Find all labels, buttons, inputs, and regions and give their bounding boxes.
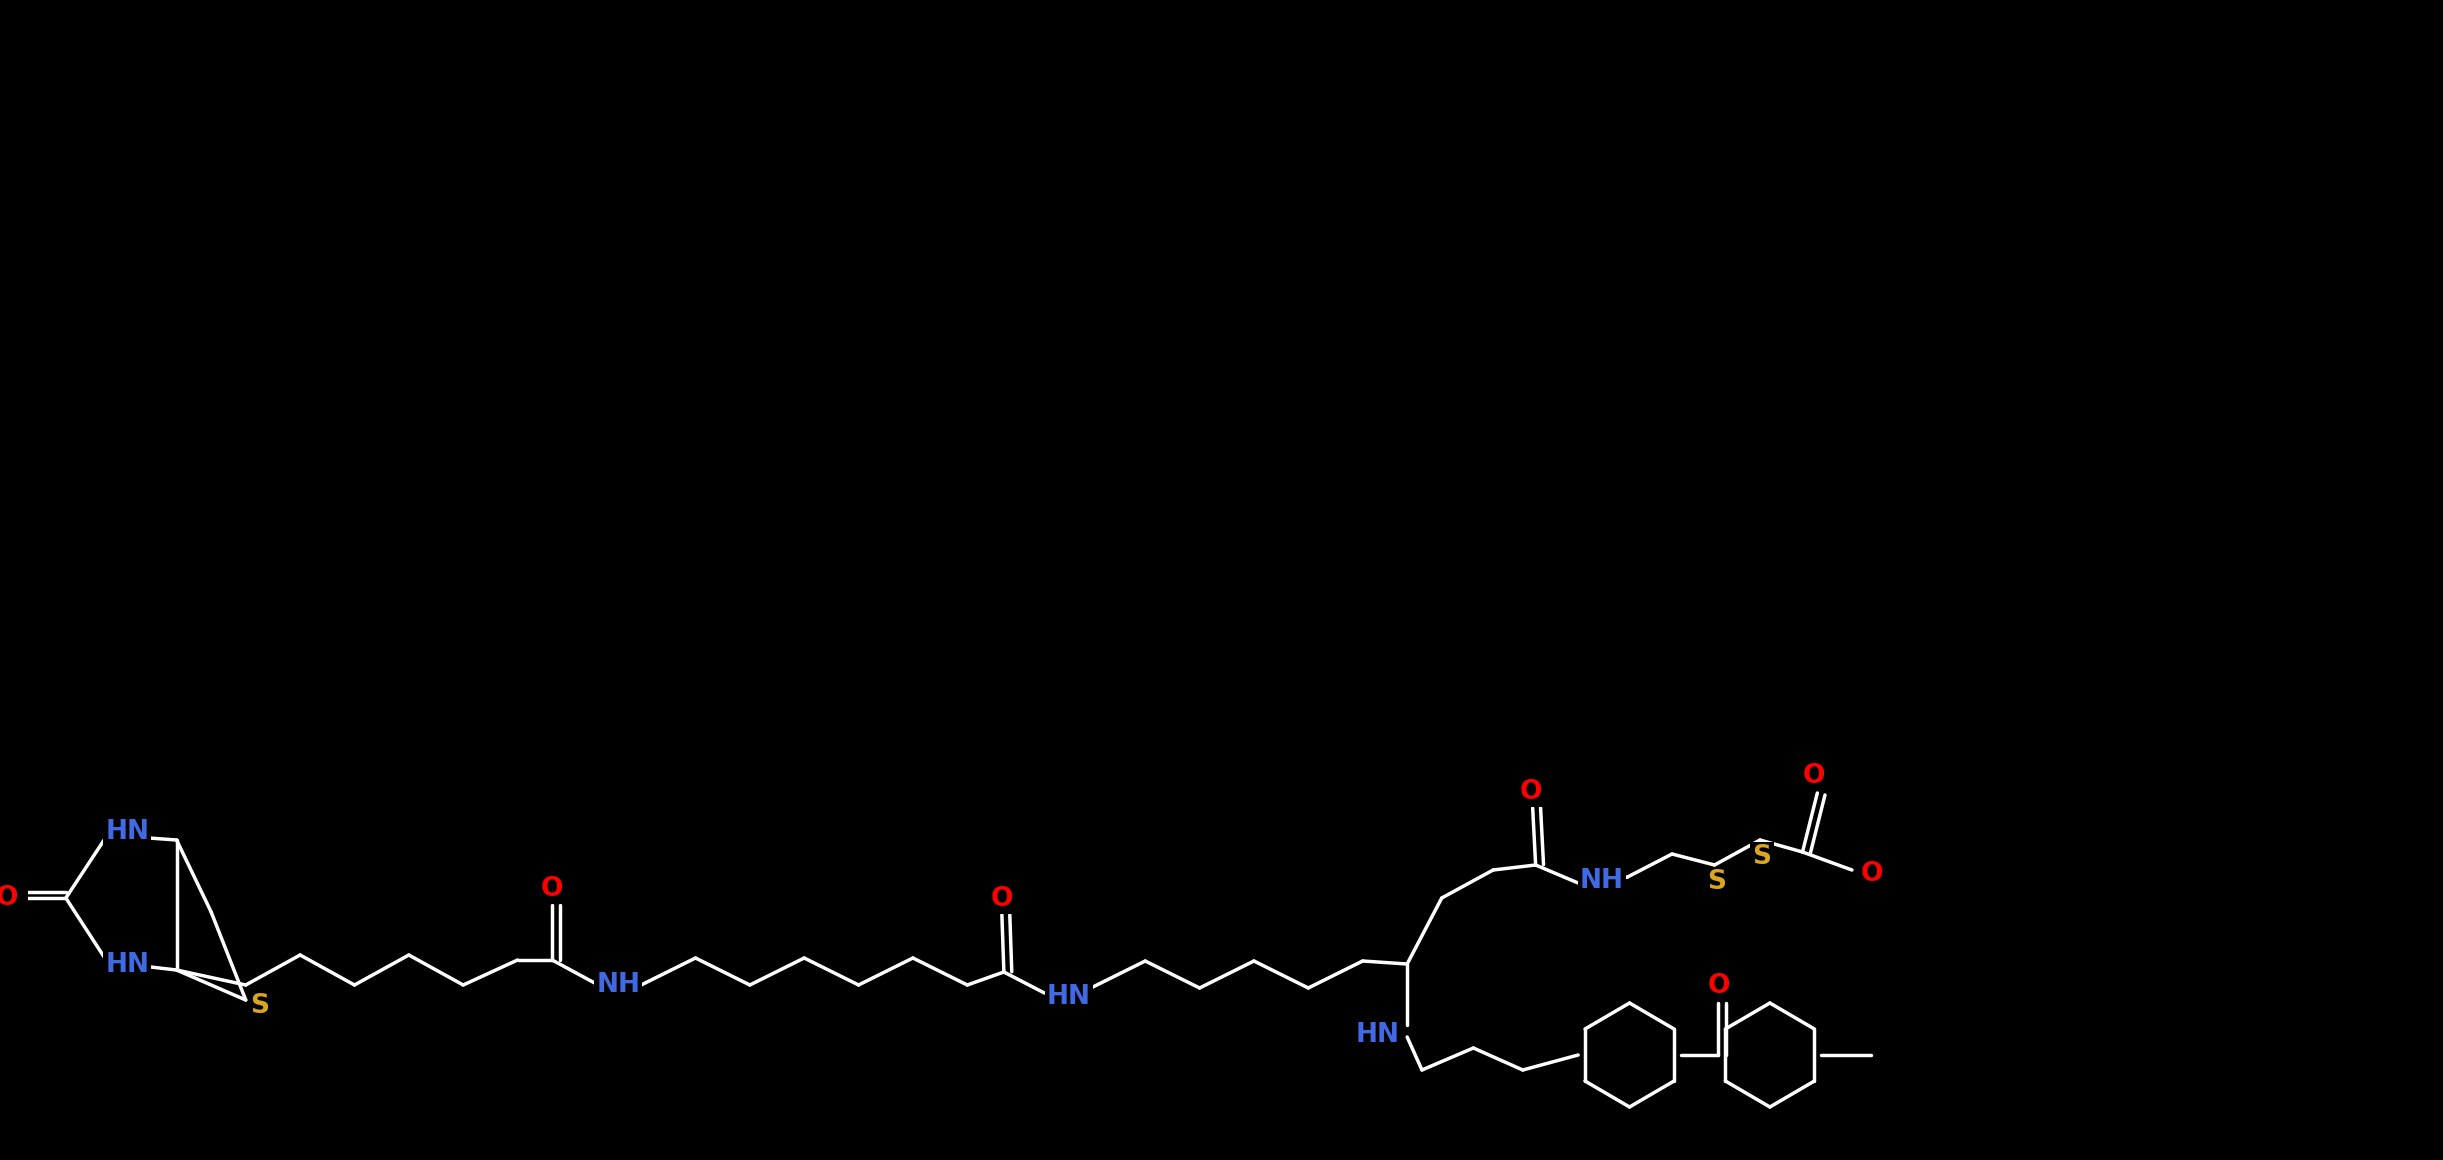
Text: S: S — [1752, 844, 1771, 870]
Text: NH: NH — [1581, 868, 1625, 894]
Text: HN: HN — [105, 952, 149, 978]
Text: O: O — [992, 886, 1014, 912]
Text: S: S — [249, 993, 269, 1018]
Text: O: O — [1803, 763, 1825, 789]
Text: O: O — [0, 885, 17, 911]
Text: O: O — [1708, 973, 1730, 999]
Text: HN: HN — [1356, 1022, 1400, 1047]
Text: O: O — [540, 876, 564, 902]
Text: S: S — [1708, 869, 1727, 896]
Text: O: O — [1520, 780, 1542, 805]
Text: O: O — [1862, 861, 1884, 887]
Text: HN: HN — [1048, 984, 1092, 1010]
Text: NH: NH — [596, 972, 640, 998]
Text: HN: HN — [105, 819, 149, 844]
